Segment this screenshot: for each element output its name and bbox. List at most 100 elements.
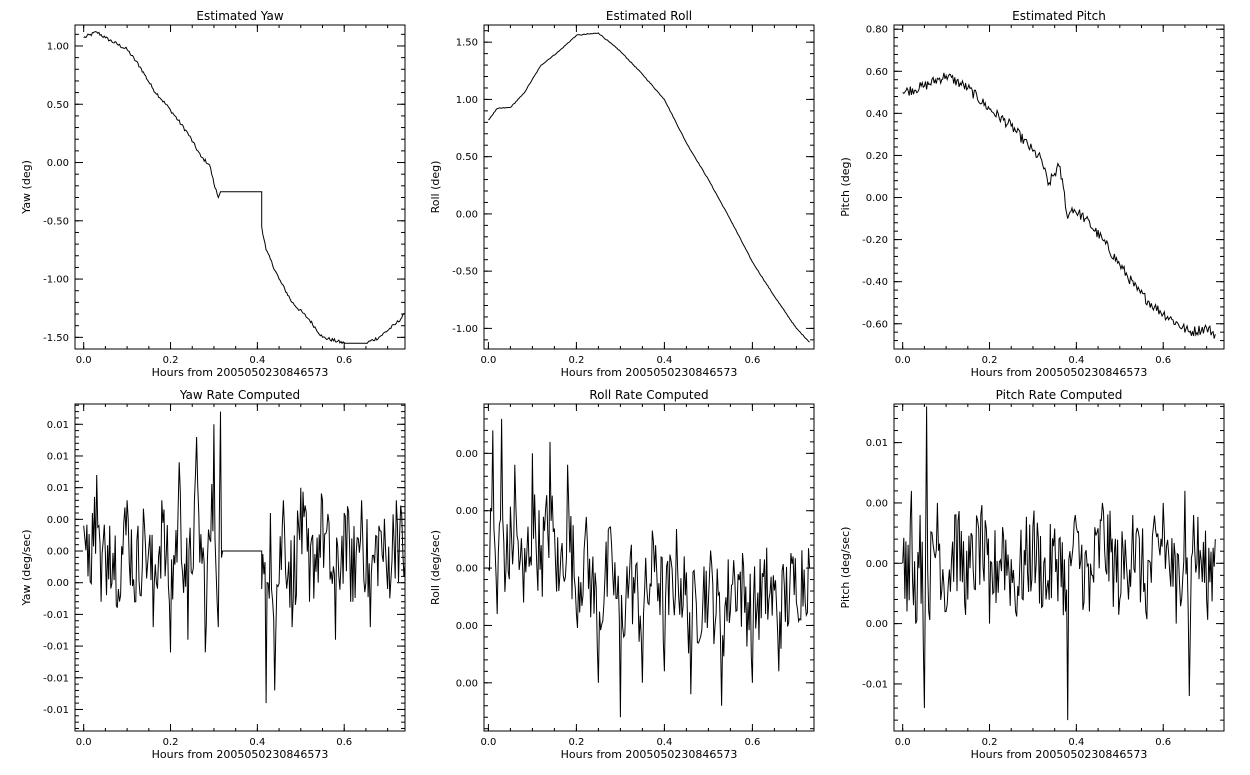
y-tick-label: 0.00 <box>47 547 69 558</box>
chart-title: Yaw Rate Computed <box>179 388 300 402</box>
y-tick-label: 0.00 <box>456 564 478 575</box>
y-tick-label: 0.00 <box>47 158 69 169</box>
x-tick-label: 0.0 <box>76 355 92 366</box>
y-tick-label: 0.00 <box>456 506 478 517</box>
y-tick-label: 0.00 <box>456 621 478 632</box>
x-tick-label: 0.0 <box>480 737 496 748</box>
x-axis-label: Hours from 2005050230846573 <box>152 748 329 761</box>
panel-pitch-rate: Pitch Rate Computed Hours from 2005050230… <box>839 388 1225 761</box>
x-tick-label: 0.6 <box>1155 737 1171 748</box>
y-tick-label: 0.01 <box>47 451 69 462</box>
x-tick-label: 0.2 <box>163 737 179 748</box>
series-line <box>83 411 406 704</box>
y-tick-label: -0.50 <box>43 216 69 227</box>
y-tick-label: -1.00 <box>43 275 69 286</box>
chart-title: Pitch Rate Computed <box>996 388 1123 402</box>
chart-title: Estimated Pitch <box>1012 9 1106 23</box>
y-tick-label: -0.40 <box>862 277 888 288</box>
y-tick-label: -0.60 <box>862 319 888 330</box>
y-axis-label: Yaw (deg) <box>20 160 33 215</box>
y-tick-label: 1.50 <box>456 38 478 49</box>
panel-roll-rate: Roll Rate Computed Hours from 20050502308… <box>429 388 815 761</box>
chart-title: Estimated Yaw <box>196 9 283 23</box>
y-tick-label: -0.20 <box>862 235 888 246</box>
x-tick-label: 0.0 <box>76 737 92 748</box>
x-tick-label: 0.4 <box>1068 737 1084 748</box>
x-tick-label: 0.4 <box>656 737 672 748</box>
x-axis-label: Hours from 2005050230846573 <box>152 366 329 379</box>
y-tick-label: 0.00 <box>866 193 888 204</box>
y-tick-label: -0.01 <box>43 673 69 684</box>
y-tick-label: 0.00 <box>456 678 478 689</box>
panel-yaw: Estimated Yaw Hours from 2005050230846573… <box>20 9 406 379</box>
x-tick-label: 0.6 <box>1155 355 1171 366</box>
y-tick-label: 0.01 <box>47 420 69 431</box>
plot-frame <box>893 24 1225 350</box>
x-tick-label: 0.6 <box>336 355 352 366</box>
y-tick-label: -1.00 <box>452 324 478 335</box>
series-line <box>902 406 1216 721</box>
y-tick-label: 0.40 <box>866 109 888 120</box>
y-axis-label: Roll (deg) <box>429 161 442 214</box>
y-tick-label: 0.00 <box>456 449 478 460</box>
series-line <box>488 32 810 343</box>
y-tick-label: -1.50 <box>43 333 69 344</box>
x-tick-label: 0.0 <box>895 355 911 366</box>
y-tick-label: 0.50 <box>456 152 478 163</box>
panel-roll: Estimated Roll Hours from 200505023084657… <box>429 9 815 379</box>
x-tick-label: 0.6 <box>336 737 352 748</box>
y-tick-label: 0.00 <box>866 498 888 509</box>
y-tick-label: 0.00 <box>47 515 69 526</box>
x-tick-label: 0.2 <box>163 355 179 366</box>
y-tick-label: -0.01 <box>43 610 69 621</box>
x-tick-label: 0.4 <box>1068 355 1084 366</box>
x-tick-label: 0.6 <box>744 737 760 748</box>
panel-pitch: Estimated Pitch Hours from 20050502308465… <box>839 9 1225 379</box>
series-line <box>487 418 811 718</box>
series-line <box>902 72 1216 339</box>
x-axis-label: Hours from 2005050230846573 <box>561 748 738 761</box>
y-tick-label: 0.00 <box>866 559 888 570</box>
x-tick-label: 0.0 <box>895 737 911 748</box>
y-tick-label: 1.00 <box>456 95 478 106</box>
x-axis-label: Hours from 2005050230846573 <box>561 366 738 379</box>
y-tick-label: 0.00 <box>47 578 69 589</box>
y-axis-label: Roll (deg/sec) <box>429 530 442 605</box>
y-tick-label: 0.00 <box>456 209 478 220</box>
y-tick-label: -0.01 <box>43 642 69 653</box>
x-axis-label: Hours from 2005050230846573 <box>971 366 1148 379</box>
y-tick-label: 0.00 <box>866 619 888 630</box>
x-tick-label: 0.4 <box>656 355 672 366</box>
y-tick-label: 0.01 <box>47 483 69 494</box>
y-tick-label: 0.50 <box>47 100 69 111</box>
x-tick-label: 0.2 <box>568 355 584 366</box>
x-tick-label: 0.2 <box>982 355 998 366</box>
plot-frame <box>483 403 815 732</box>
x-tick-label: 0.6 <box>744 355 760 366</box>
y-axis-label: Yaw (deg/sec) <box>20 529 33 606</box>
x-tick-label: 0.2 <box>568 737 584 748</box>
plot-frame <box>483 24 815 350</box>
x-tick-label: 0.4 <box>249 737 265 748</box>
series-line <box>83 31 406 345</box>
x-tick-label: 0.4 <box>249 355 265 366</box>
y-tick-label: 0.60 <box>866 67 888 78</box>
plot-frame <box>74 24 406 350</box>
y-tick-label: -0.01 <box>43 705 69 716</box>
y-tick-label: 1.00 <box>47 41 69 52</box>
chart-title: Estimated Roll <box>606 9 692 23</box>
y-tick-label: 0.80 <box>866 25 888 36</box>
y-axis-label: Pitch (deg/sec) <box>839 527 852 609</box>
x-tick-label: 0.2 <box>982 737 998 748</box>
y-tick-label: -0.50 <box>452 267 478 278</box>
y-tick-label: 0.20 <box>866 151 888 162</box>
panel-yaw-rate: Yaw Rate Computed Hours from 200505023084… <box>20 388 406 761</box>
chart-title: Roll Rate Computed <box>589 388 708 402</box>
x-axis-label: Hours from 2005050230846573 <box>971 748 1148 761</box>
plot-frame <box>893 403 1225 732</box>
y-tick-label: -0.01 <box>862 679 888 690</box>
x-tick-label: 0.0 <box>480 355 496 366</box>
y-tick-label: 0.01 <box>866 438 888 449</box>
y-axis-label: Pitch (deg) <box>839 157 852 217</box>
